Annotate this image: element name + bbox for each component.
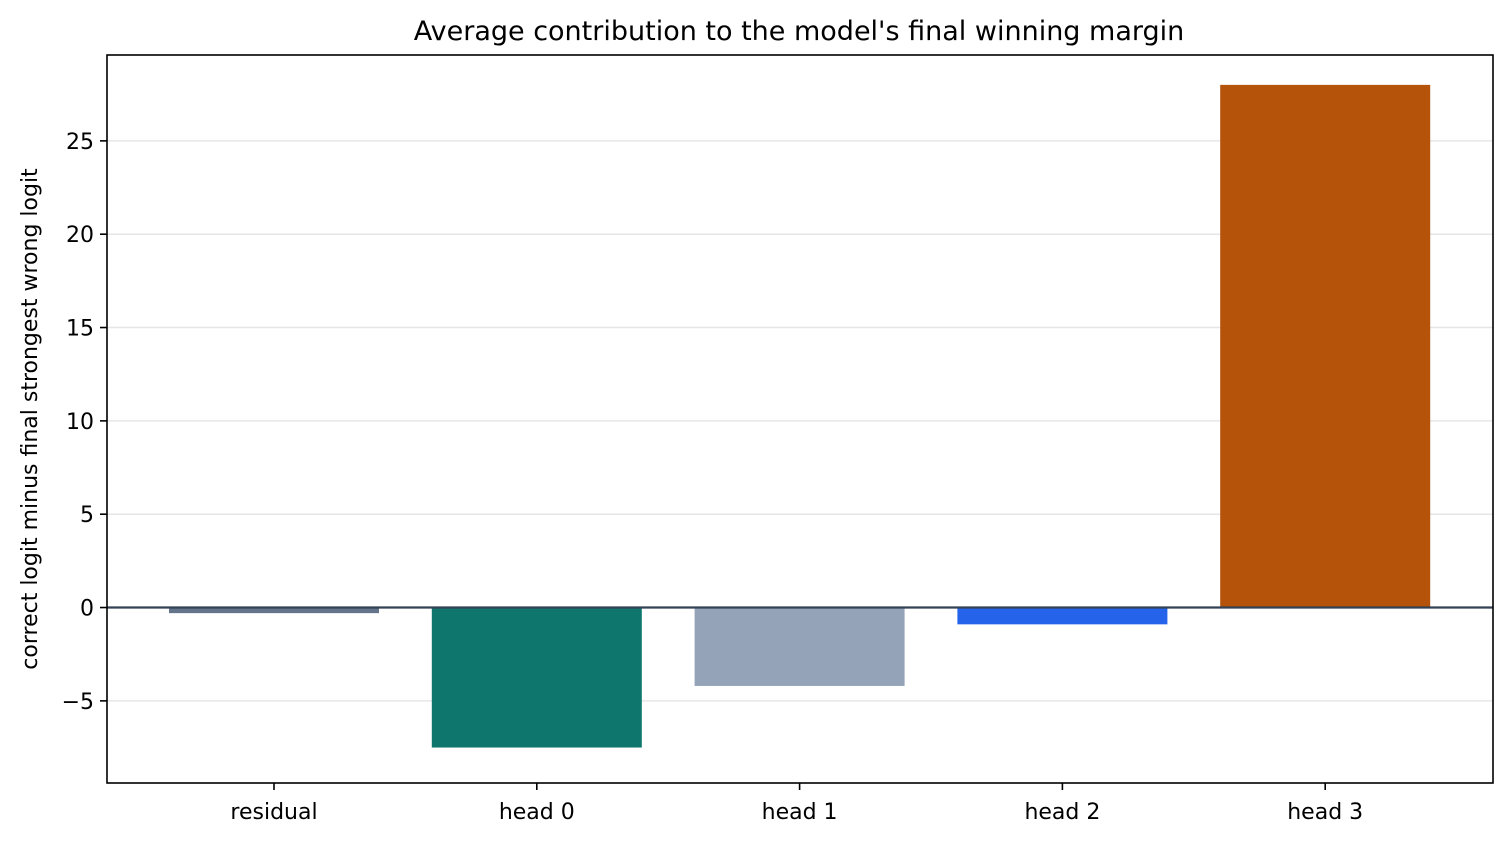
x-tick-label: head 2: [1024, 800, 1100, 825]
chart-title: Average contribution to the model's fina…: [414, 16, 1185, 47]
y-tick-label: 0: [80, 597, 94, 622]
y-tick-label: 25: [66, 130, 94, 155]
y-tick-label: 5: [80, 503, 94, 528]
x-tick-label: head 3: [1287, 800, 1363, 825]
y-tick-label: −5: [62, 690, 94, 715]
x-tick-label: head 0: [499, 800, 575, 825]
bar-head-1: [694, 607, 905, 686]
y-axis-label: correct logit minus final strongest wron…: [18, 168, 43, 670]
bars: [169, 84, 1431, 748]
x-axis-ticks: residual head 0 head 1 head 2 head 3: [230, 783, 1363, 825]
bar-head-0: [431, 607, 642, 748]
y-axis-ticks: −5 0 5 10 15 20 25: [62, 130, 107, 715]
bar-head-2: [957, 607, 1168, 625]
bar-residual: [169, 607, 379, 614]
x-tick-label: head 1: [762, 800, 838, 825]
y-tick-label: 15: [66, 317, 94, 342]
bar-head-3: [1220, 84, 1431, 608]
y-tick-label: 20: [66, 223, 94, 248]
y-tick-label: 10: [66, 410, 94, 435]
x-tick-label: residual: [230, 800, 317, 825]
